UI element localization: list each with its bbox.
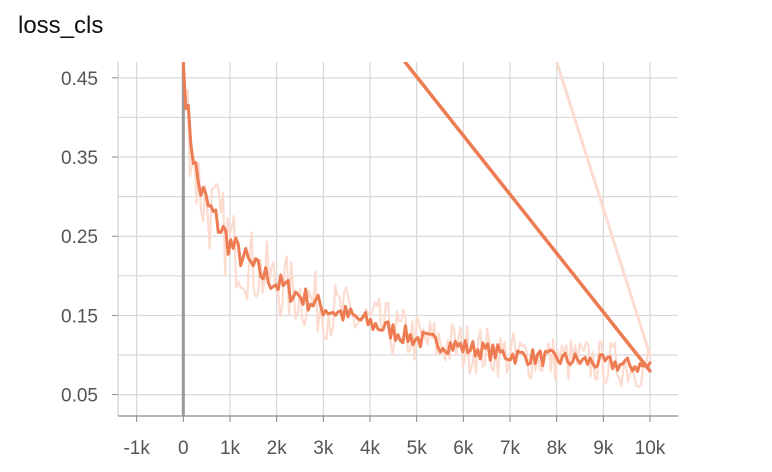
x-tick-label: 1k xyxy=(220,438,241,459)
y-tick-label: 0.45 xyxy=(61,69,98,90)
y-tick-label: 0.35 xyxy=(61,148,98,169)
x-tick-label: 0 xyxy=(178,438,189,459)
x-tick-label: 10k xyxy=(635,438,666,459)
y-tick-label: 0.15 xyxy=(61,306,98,327)
raw-wraparound-line xyxy=(555,62,652,357)
x-tick-label: 6k xyxy=(453,438,474,459)
x-tick-label: 8k xyxy=(547,438,568,459)
smoothed-line xyxy=(181,62,652,373)
y-tick-label: 0.05 xyxy=(61,386,98,407)
axes xyxy=(112,62,678,422)
x-tick-label: 7k xyxy=(500,438,521,459)
tick-labels: -1k 0 1k 2k 3k 4k 5k 6k 7k 8k 9k 10k 0.05 0.15 0.25 0.3… xyxy=(61,69,666,459)
chart-title: loss_cls xyxy=(18,12,104,39)
x-tick-label: 2k xyxy=(267,438,288,459)
x-tick-label: -1k xyxy=(123,438,150,459)
y-tick-label: 0.25 xyxy=(61,227,98,248)
x-tick-label: 4k xyxy=(360,438,381,459)
x-tick-label: 3k xyxy=(313,438,334,459)
x-tick-label: 9k xyxy=(593,438,614,459)
x-tick-label: 5k xyxy=(407,438,428,459)
smoothed-series-layer xyxy=(181,62,652,373)
smoothed-wraparound-line xyxy=(403,62,652,373)
